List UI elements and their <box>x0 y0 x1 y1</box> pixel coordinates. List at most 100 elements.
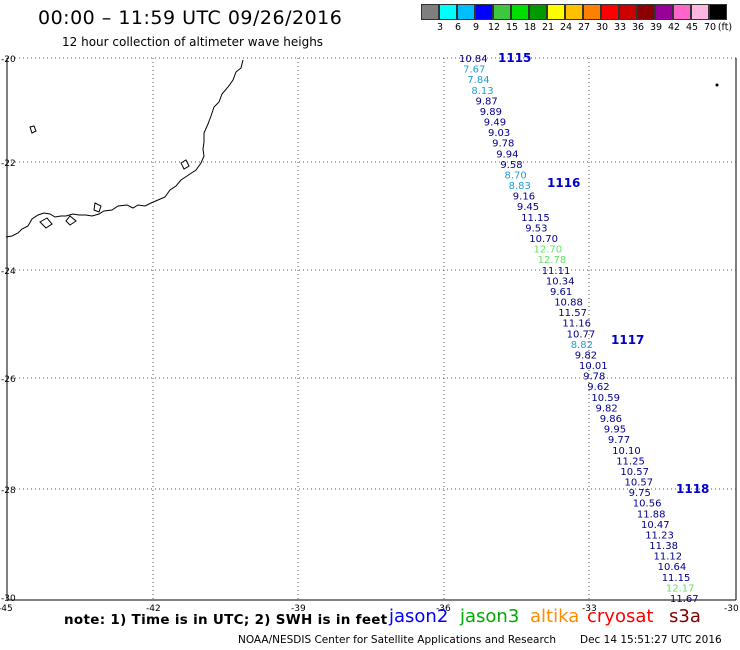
swh-value: 9.49 <box>484 118 506 129</box>
time-mark: 1115 <box>498 51 531 65</box>
legend-label: 15 <box>505 22 519 33</box>
swh-value: 9.94 <box>496 149 518 160</box>
swh-value: 11.88 <box>637 509 666 520</box>
satellite-name: jason2 <box>389 606 449 627</box>
legend-swatch <box>583 4 601 20</box>
legend-label: 70 <box>703 22 717 33</box>
swh-value: 9.86 <box>600 414 622 425</box>
swh-value: 9.53 <box>525 223 547 234</box>
legend-swatch <box>601 4 619 20</box>
swh-value: 9.78 <box>583 372 605 383</box>
swh-value: 11.57 <box>558 308 587 319</box>
island-outline <box>93 202 102 213</box>
island-dot <box>715 83 719 87</box>
swh-value: 12.17 <box>666 583 695 594</box>
swh-value: 9.89 <box>480 107 502 118</box>
legend-swatch <box>655 4 673 20</box>
swh-value: 11.16 <box>562 319 591 330</box>
lon-label: -33 <box>582 604 597 614</box>
legend-swatch <box>637 4 655 20</box>
swh-value: 10.64 <box>658 562 687 573</box>
swh-value: 10.47 <box>641 520 670 531</box>
lat-lon-grid <box>6 57 737 601</box>
legend-unit: (ft) <box>717 22 733 33</box>
swh-value: 11.38 <box>649 541 678 552</box>
legend-swatch <box>475 4 493 20</box>
legend-swatch <box>457 4 475 20</box>
swh-value: 11.15 <box>521 213 550 224</box>
legend-label: 30 <box>595 22 609 33</box>
lon-label: -36 <box>436 604 451 614</box>
swh-value: 9.61 <box>550 287 572 298</box>
legend-label: 3 <box>436 22 444 33</box>
axis-labels: -20-22-24-26-28-30-45-42-39-36-33-30 <box>0 55 739 614</box>
swh-value: 10.84 <box>459 54 488 65</box>
swh-value: 11.15 <box>662 573 691 584</box>
legend-swatch <box>691 4 709 20</box>
legend-label: 42 <box>667 22 681 33</box>
swh-value: 9.16 <box>513 192 535 203</box>
swh-value: 7.84 <box>467 75 489 86</box>
map-title: 00:00 – 11:59 UTC 09/26/2016 <box>38 7 343 29</box>
swh-value: 9.87 <box>476 96 498 107</box>
satellite-name: cryosat <box>587 606 654 627</box>
legend-label: 45 <box>685 22 699 33</box>
time-mark: 1117 <box>611 333 644 347</box>
timestamp: Dec 14 15:51:27 UTC 2016 <box>580 634 722 646</box>
legend-label: 18 <box>523 22 537 33</box>
bay-outline <box>65 215 77 226</box>
legend-label: 33 <box>613 22 627 33</box>
swh-value: 9.78 <box>492 139 514 150</box>
swh-observations: 10.847.677.848.139.879.899.499.039.789.9… <box>459 54 699 605</box>
legend-label: 27 <box>577 22 591 33</box>
time-marks: 1115 1116 1117 1118 <box>498 51 709 496</box>
legend-swatch <box>439 4 457 20</box>
swh-value: 9.75 <box>629 488 651 499</box>
time-mark: 1116 <box>547 176 580 190</box>
swh-value: 10.57 <box>620 467 649 478</box>
legend-swatch <box>619 4 637 20</box>
legend-swatch <box>511 4 529 20</box>
swh-value: 12.78 <box>538 255 567 266</box>
swh-value: 11.67 <box>670 594 699 605</box>
swh-value: 10.70 <box>529 234 558 245</box>
swh-value: 9.95 <box>604 425 626 436</box>
lat-label: -28 <box>1 486 16 496</box>
swh-value: 10.88 <box>554 298 583 309</box>
swh-value: 8.83 <box>509 181 531 192</box>
legend-label: 12 <box>487 22 501 33</box>
lon-label: -45 <box>0 604 13 614</box>
legend-label: 39 <box>649 22 663 33</box>
legend-label: 21 <box>541 22 555 33</box>
legend-swatch <box>529 4 547 20</box>
swh-value: 8.13 <box>471 86 493 97</box>
swh-value: 9.82 <box>575 351 597 362</box>
lat-label: -20 <box>1 55 16 65</box>
legend-swatch <box>421 4 439 20</box>
lat-label: -30 <box>1 594 16 604</box>
brazil-coastline <box>5 59 244 238</box>
swh-value: 8.70 <box>505 171 527 182</box>
legend-swatch <box>493 4 511 20</box>
swh-value: 9.58 <box>500 160 522 171</box>
swh-value: 10.34 <box>546 276 575 287</box>
swh-value: 9.03 <box>488 128 510 139</box>
lon-label: -39 <box>291 604 306 614</box>
swh-value: 11.25 <box>616 456 645 467</box>
footnote: note: 1) Time is in UTC; 2) SWH is in fe… <box>64 612 388 628</box>
legend-swatch <box>673 4 691 20</box>
legend-swatch <box>709 4 727 20</box>
swh-value: 10.59 <box>591 393 620 404</box>
legend-label: 9 <box>472 22 480 33</box>
swh-value: 9.77 <box>608 435 630 446</box>
island-outline <box>180 159 190 170</box>
lat-label: -24 <box>1 267 16 277</box>
island-outline <box>29 125 37 134</box>
satellite-name: jason3 <box>460 606 520 627</box>
time-mark: 1118 <box>676 482 709 496</box>
legend-label: 24 <box>559 22 573 33</box>
swh-value: 12.70 <box>534 245 563 256</box>
bay-outline <box>39 217 53 229</box>
legend-label: 36 <box>631 22 645 33</box>
